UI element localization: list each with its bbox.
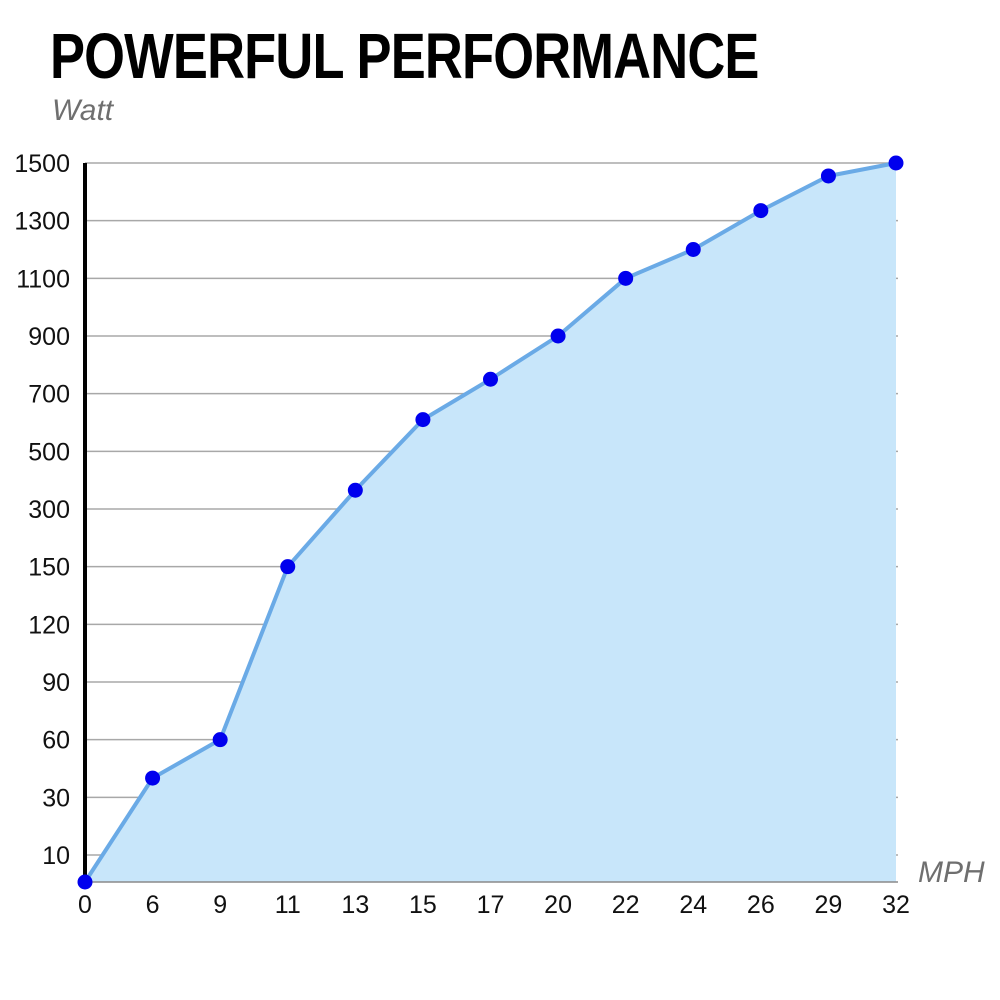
y-tick-label: 1100 xyxy=(16,265,70,293)
x-tick-label: 6 xyxy=(146,891,160,919)
chart-title: POWERFUL PERFORMANCE xyxy=(50,20,759,92)
x-tick-label: 17 xyxy=(477,891,505,919)
data-point xyxy=(550,328,566,344)
x-tick-label: 29 xyxy=(815,891,843,919)
data-point xyxy=(888,155,904,171)
y-tick-label: 300 xyxy=(28,496,70,524)
x-tick-label: 32 xyxy=(882,891,910,919)
data-point xyxy=(77,874,93,890)
x-tick-label: 20 xyxy=(544,891,572,919)
x-tick-label: 22 xyxy=(612,891,640,919)
y-axis-label: Watt xyxy=(52,94,114,127)
area-fill xyxy=(85,163,896,882)
data-point xyxy=(685,242,701,257)
data-point xyxy=(347,482,363,498)
y-tick-label: 700 xyxy=(28,381,70,409)
y-tick-label: 120 xyxy=(28,611,70,639)
y-tick-label: 150 xyxy=(28,554,70,582)
y-tick-label: 1500 xyxy=(14,150,70,178)
data-point xyxy=(415,412,431,428)
data-point xyxy=(753,203,769,219)
x-tick-label: 26 xyxy=(747,891,775,919)
data-point xyxy=(820,168,836,184)
y-tick-label: 10 xyxy=(42,842,70,870)
y-tick-label: 60 xyxy=(42,727,70,755)
x-tick-label: 9 xyxy=(213,891,227,919)
data-point xyxy=(483,371,498,387)
data-point xyxy=(280,559,296,575)
x-tick-label: 24 xyxy=(679,891,707,919)
y-tick-label: 30 xyxy=(42,784,70,812)
data-point xyxy=(212,732,228,748)
y-tick-label: 500 xyxy=(28,438,70,466)
y-tick-label: 1300 xyxy=(14,208,70,236)
x-tick-label: 11 xyxy=(275,891,301,919)
y-tick-label: 90 xyxy=(42,669,70,697)
x-tick-label: 0 xyxy=(78,891,92,919)
data-point xyxy=(618,270,634,286)
x-axis-label: MPH xyxy=(918,856,985,889)
data-point xyxy=(145,770,161,786)
y-tick-label: 900 xyxy=(28,323,70,351)
x-tick-label: 13 xyxy=(341,891,369,919)
x-tick-label: 15 xyxy=(409,891,437,919)
